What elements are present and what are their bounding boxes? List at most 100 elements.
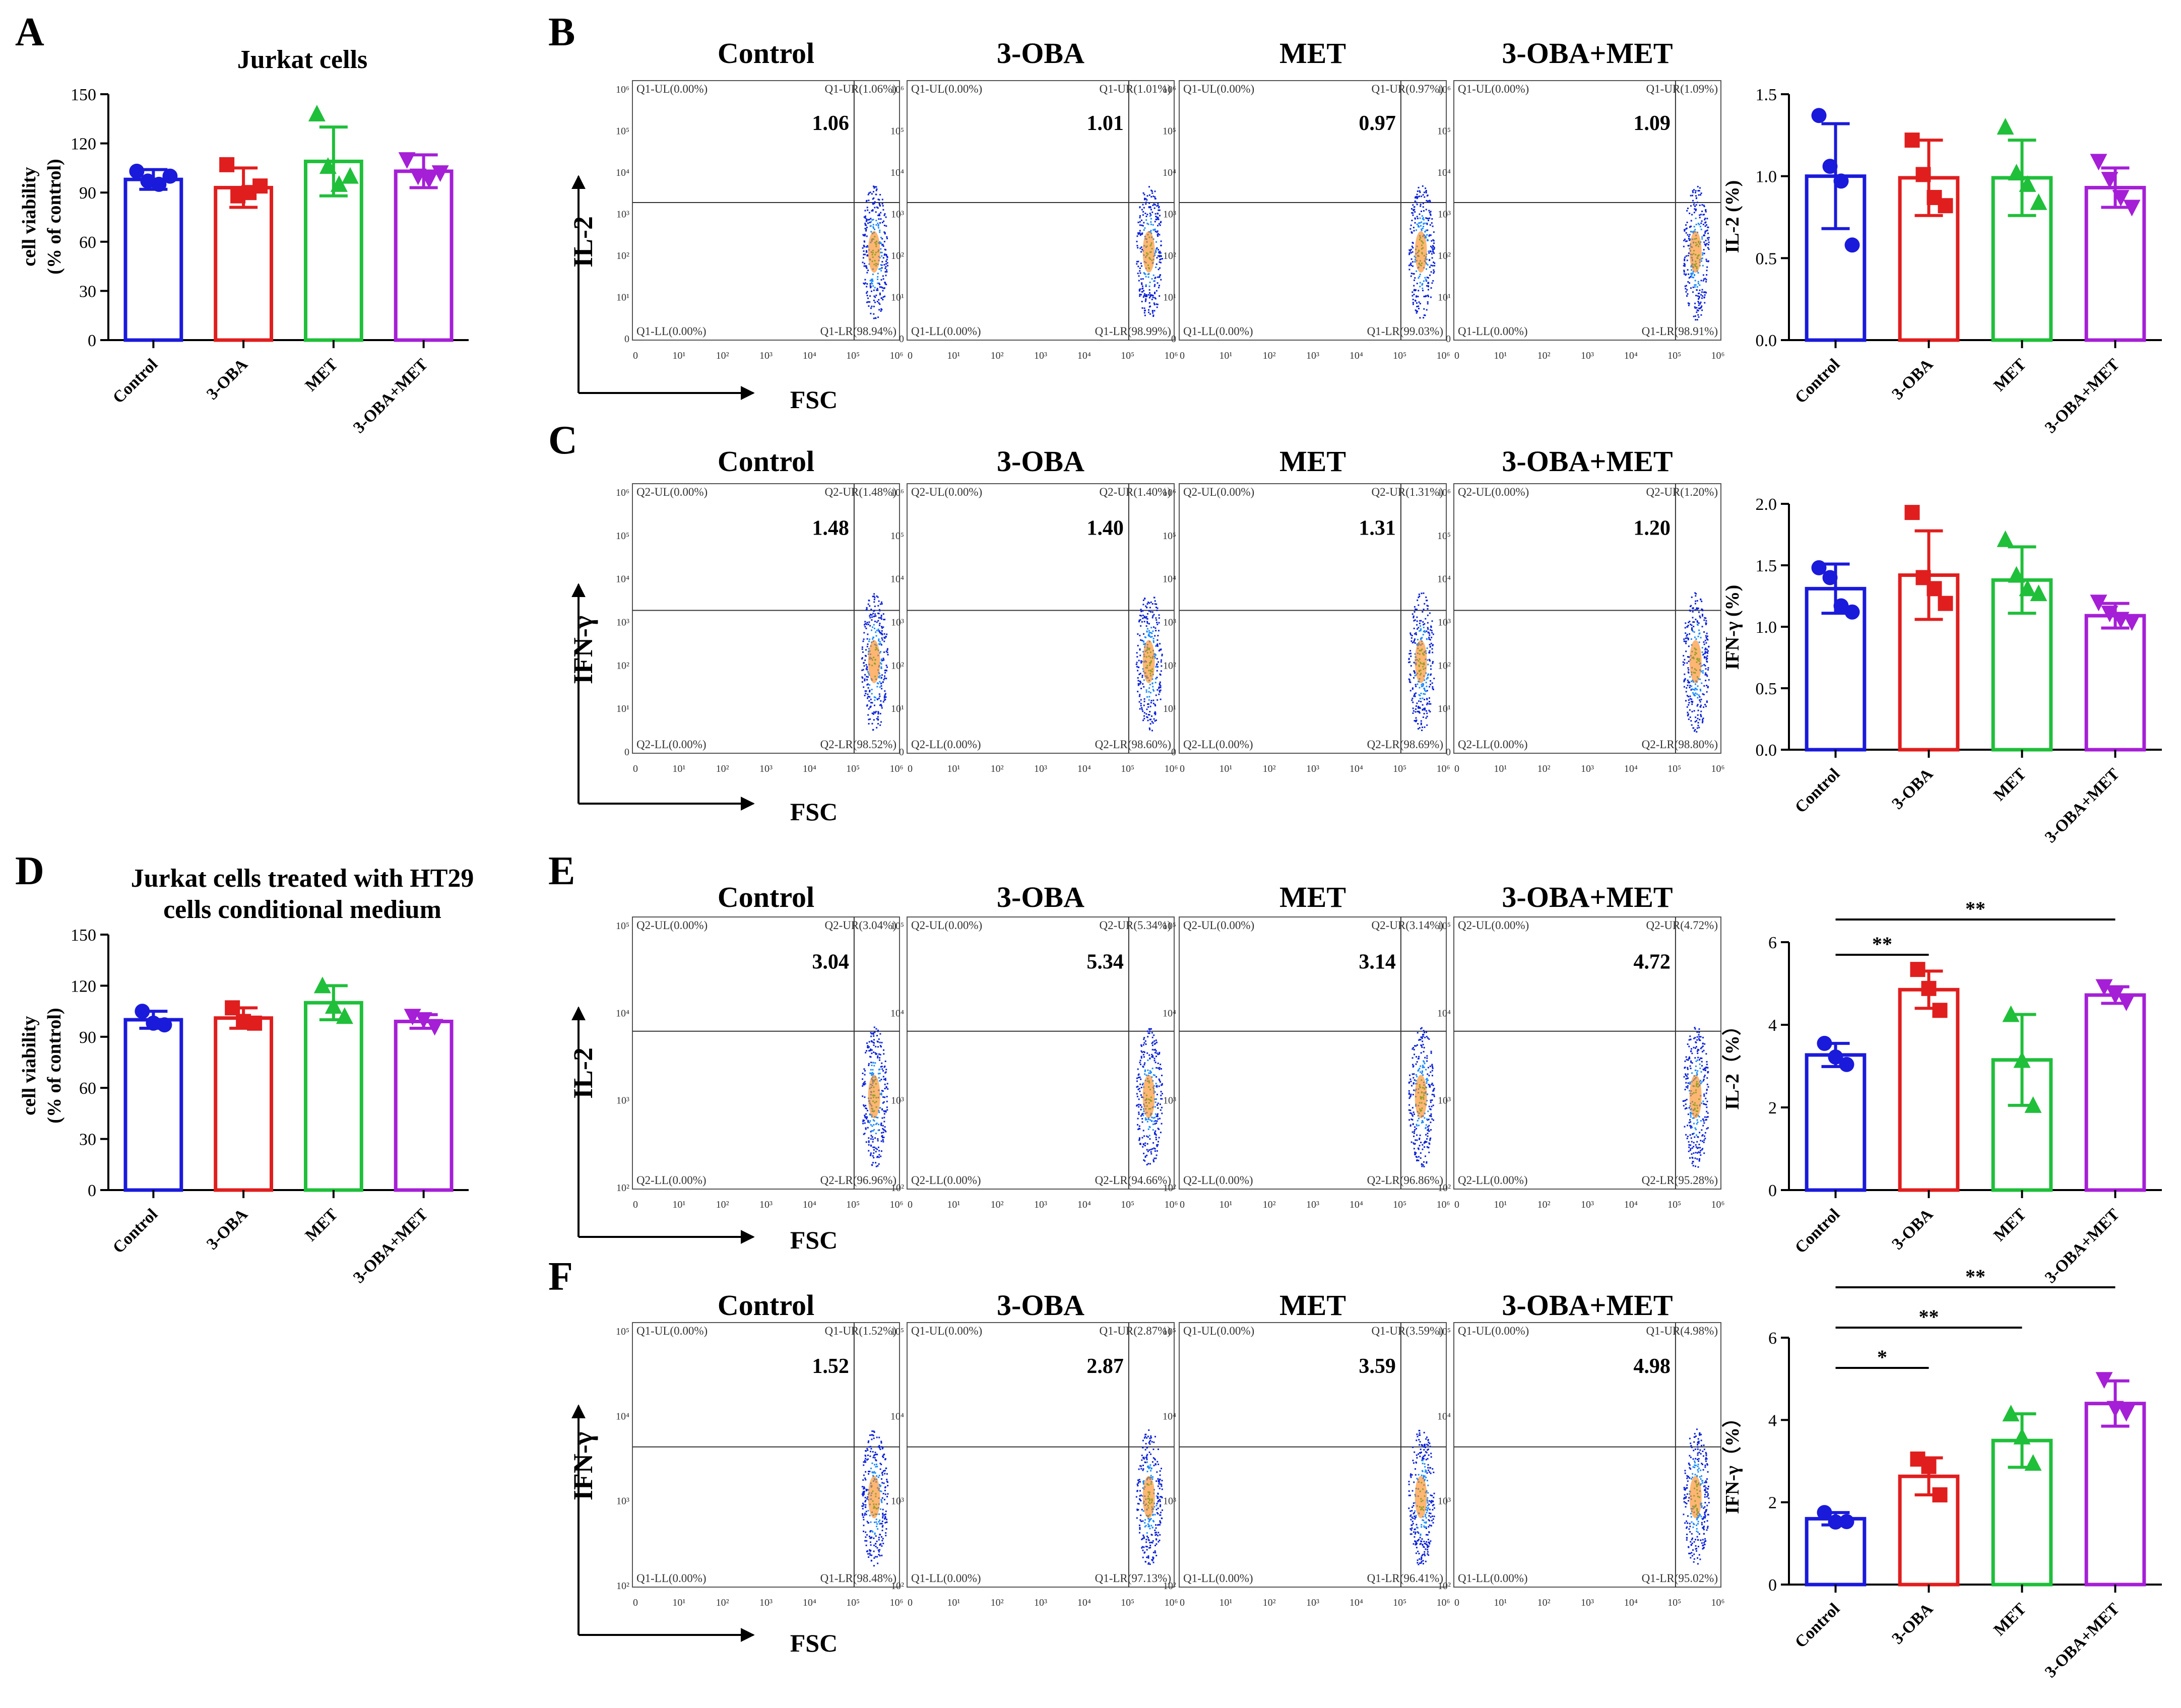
event-dot	[877, 225, 879, 227]
event-dot	[1139, 293, 1141, 295]
event-dot	[1695, 1041, 1697, 1043]
event-dot	[871, 1072, 873, 1074]
flow-y-tick-label: 10³	[1438, 209, 1451, 220]
event-dot	[864, 1096, 866, 1098]
event-dot	[1684, 679, 1686, 681]
chart-title: Jurkat cells	[237, 45, 368, 74]
event-dot	[1413, 273, 1415, 275]
event-dot	[1425, 690, 1427, 692]
flow-x-tick-label: 10⁴	[803, 1597, 816, 1608]
event-dot	[1706, 691, 1708, 693]
flow-x-tick-label: 10⁴	[1077, 1199, 1091, 1210]
event-dot	[1703, 656, 1705, 658]
event-dot	[1161, 1517, 1163, 1519]
event-dot	[1694, 609, 1696, 611]
event-dot	[1148, 309, 1150, 311]
event-dot	[876, 288, 878, 290]
event-dot	[1701, 211, 1703, 213]
event-dot	[1690, 1137, 1692, 1139]
event-dot	[874, 699, 876, 701]
event-dot	[1141, 1051, 1143, 1053]
data-point	[1817, 1035, 1832, 1051]
event-dot	[876, 1526, 878, 1528]
event-dot	[866, 638, 868, 640]
event-dot	[1431, 636, 1433, 638]
flow-y-tick-label: 10⁵	[616, 1326, 629, 1337]
event-dot	[882, 1139, 884, 1141]
event-dot	[1144, 1070, 1146, 1072]
event-dot	[1146, 607, 1148, 609]
event-dot	[876, 278, 878, 280]
event-dot	[1700, 280, 1702, 282]
event-dot	[1142, 1044, 1144, 1046]
event-dot	[1145, 605, 1147, 607]
event-dot	[867, 1127, 869, 1129]
event-dot	[876, 1540, 878, 1542]
event-dot	[1417, 639, 1419, 641]
event-dot	[1696, 727, 1698, 729]
event-dot	[1424, 623, 1426, 625]
event-dot	[1156, 1471, 1158, 1473]
event-dot	[1432, 248, 1434, 250]
event-dot	[1432, 662, 1434, 664]
event-dot	[1416, 633, 1418, 635]
event-dot	[1685, 637, 1687, 639]
y-tick-label: 6	[1768, 1329, 1777, 1348]
event-dot	[871, 1130, 873, 1132]
event-dot	[1142, 1054, 1144, 1056]
event-dot	[1156, 1150, 1158, 1152]
event-dot	[1689, 1035, 1691, 1037]
event-dot	[1141, 1508, 1143, 1510]
event-dot	[866, 607, 868, 609]
event-dot	[874, 620, 876, 622]
event-dot	[873, 305, 875, 307]
event-dot	[867, 1458, 869, 1460]
event-dot	[1155, 1134, 1157, 1136]
event-dot	[1688, 669, 1690, 671]
event-dot	[1432, 225, 1434, 227]
event-dot	[866, 1118, 868, 1120]
event-dot	[1692, 271, 1694, 273]
event-dot	[866, 291, 868, 293]
flow-x-tick-label: 0	[908, 1199, 913, 1210]
event-dot	[878, 1521, 880, 1523]
event-dot	[1145, 276, 1147, 278]
event-dot	[1146, 1466, 1148, 1468]
event-dot	[882, 1493, 884, 1495]
event-dot	[1699, 1132, 1701, 1134]
event-dot	[1421, 215, 1423, 217]
event-dot	[1156, 1122, 1158, 1124]
event-dot	[1408, 1081, 1410, 1083]
event-dot	[865, 230, 867, 232]
event-dot	[882, 1132, 884, 1134]
event-dot	[1688, 238, 1690, 240]
event-dot	[1412, 1490, 1414, 1492]
event-dot	[1151, 1120, 1153, 1122]
event-dot	[1143, 712, 1145, 714]
event-dot	[1433, 1088, 1435, 1090]
event-dot	[875, 317, 877, 319]
event-dot	[1422, 227, 1424, 229]
event-dot	[1701, 665, 1703, 667]
event-dot	[1426, 630, 1428, 632]
event-dot	[1419, 1068, 1421, 1070]
flow-x-axis-label: FSC	[790, 1629, 838, 1657]
event-dot	[1415, 309, 1417, 311]
event-dot	[1691, 685, 1693, 687]
event-dot	[1136, 1086, 1138, 1088]
event-dot	[1160, 1496, 1162, 1498]
event-dot	[865, 692, 867, 694]
event-dot	[869, 222, 871, 224]
event-dot	[1706, 1061, 1708, 1063]
event-dot	[875, 615, 877, 617]
event-dot	[1157, 1107, 1159, 1109]
event-dot	[873, 1152, 875, 1154]
event-dot	[1153, 718, 1155, 720]
event-dot	[1430, 265, 1432, 267]
event-dot	[1143, 222, 1145, 224]
event-dot	[874, 228, 876, 230]
event-dot	[1700, 710, 1702, 712]
event-dot	[1151, 1054, 1153, 1056]
event-dot	[1412, 204, 1414, 206]
